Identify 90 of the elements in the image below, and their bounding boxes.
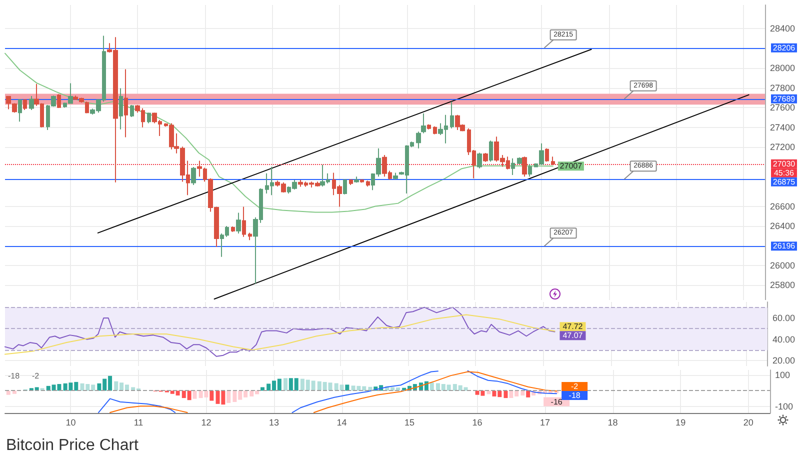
bar xyxy=(210,390,214,401)
candlestick xyxy=(248,232,252,241)
text: Bitcoin Price Chart xyxy=(6,437,138,455)
candlestick xyxy=(366,180,370,188)
ref-line-label: 26875 xyxy=(772,177,796,186)
candlestick xyxy=(29,95,34,110)
x-tick-label: 20 xyxy=(743,418,754,428)
x-tick-label: 12 xyxy=(201,418,212,428)
annotation: -2 xyxy=(32,372,40,380)
bar xyxy=(504,390,508,398)
bar xyxy=(526,390,530,398)
candlestick xyxy=(489,140,493,162)
candlestick xyxy=(354,176,359,184)
bar xyxy=(12,390,16,394)
data-label: 27007 xyxy=(560,162,583,171)
bar xyxy=(345,384,350,391)
x-tick-label: 16 xyxy=(472,418,482,428)
bar xyxy=(6,390,10,395)
y-tick-label: 27400 xyxy=(770,122,796,132)
x-tick-label: 14 xyxy=(336,418,347,428)
line-series xyxy=(4,52,554,213)
y-tick-label: 26400 xyxy=(770,221,796,232)
candlestick xyxy=(528,164,532,178)
candlestick xyxy=(433,126,437,135)
candlestick xyxy=(23,98,27,110)
bar xyxy=(192,390,197,399)
candlestick xyxy=(18,98,22,122)
y-tick-label: -100 xyxy=(775,402,794,412)
candlestick xyxy=(130,104,134,118)
x-tick-label: 10 xyxy=(66,418,76,428)
candlestick xyxy=(231,226,235,232)
y-tick-label: 25800 xyxy=(770,280,796,290)
bar xyxy=(226,390,231,403)
x-tick-label: 17 xyxy=(540,418,550,428)
x-tick-label: 13 xyxy=(268,418,280,428)
x-tick-label: 19 xyxy=(676,418,686,428)
candlestick xyxy=(124,68,128,138)
candlestick xyxy=(450,101,454,129)
y-tick-label: 100 xyxy=(775,370,790,380)
y-tick-label: 28000 xyxy=(770,63,796,74)
ref-line-label: 26196 xyxy=(772,242,796,251)
y-tick-label: 27200 xyxy=(770,142,796,152)
line-series xyxy=(4,314,556,355)
ref-line-label: 28206 xyxy=(772,43,796,52)
candlestick xyxy=(517,156,522,165)
y-tick-label: 26600 xyxy=(770,201,796,212)
bar xyxy=(430,382,434,391)
data-label: 47.72 xyxy=(562,322,584,332)
y-tick-label: 20.00 xyxy=(772,356,796,366)
candlestick xyxy=(236,212,241,234)
candlestick xyxy=(147,112,151,124)
line-series xyxy=(4,306,556,357)
bar xyxy=(520,390,525,396)
bar xyxy=(486,390,491,394)
data-label: -2 xyxy=(570,382,579,392)
annotation: -18 xyxy=(8,372,20,380)
y-tick-label: 26000 xyxy=(770,260,796,270)
y-tick-label: 40.00 xyxy=(772,334,796,344)
candlestick xyxy=(119,88,123,130)
data-label: -18 xyxy=(568,391,581,400)
candlestick xyxy=(85,101,89,114)
candlestick xyxy=(545,148,549,162)
candlestick xyxy=(551,156,555,166)
y-tick-label: 28400 xyxy=(770,24,796,34)
data-label: -16 xyxy=(550,397,563,406)
data-label: 47.07 xyxy=(562,331,584,340)
ref-line-label: 27030 xyxy=(772,159,796,168)
y-tick-label: 27800 xyxy=(770,82,796,93)
candlestick xyxy=(343,178,347,195)
candlestick xyxy=(393,172,398,180)
y-tick-label: 27600 xyxy=(770,102,796,113)
candlestick xyxy=(360,178,364,184)
candlestick xyxy=(511,158,515,176)
candlestick xyxy=(57,94,61,109)
candlestick xyxy=(349,178,353,186)
x-tick-label: 18 xyxy=(608,418,618,428)
candlestick xyxy=(477,152,482,169)
y-tick-label: 60.00 xyxy=(772,313,796,323)
candlestick xyxy=(483,152,488,162)
text: 45:36 xyxy=(774,168,795,178)
x-tick-label: 11 xyxy=(134,418,144,428)
candlestick xyxy=(522,156,527,178)
candlestick xyxy=(421,112,426,134)
candlestick xyxy=(427,124,431,130)
x-tick-label: 15 xyxy=(404,418,415,428)
bar xyxy=(284,378,288,391)
ref-line-label: 27689 xyxy=(772,94,796,104)
candlestick xyxy=(416,131,421,149)
candlestick xyxy=(191,166,196,186)
candlestick xyxy=(242,206,246,238)
